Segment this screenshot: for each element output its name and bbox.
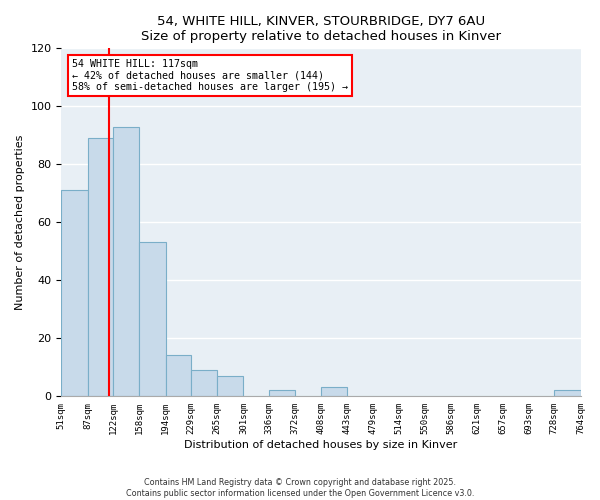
Text: Contains HM Land Registry data © Crown copyright and database right 2025.
Contai: Contains HM Land Registry data © Crown c… — [126, 478, 474, 498]
Bar — [322, 388, 347, 396]
Bar — [217, 376, 244, 396]
Bar — [269, 390, 295, 396]
Bar — [139, 242, 166, 396]
Bar — [554, 390, 581, 396]
Title: 54, WHITE HILL, KINVER, STOURBRIDGE, DY7 6AU
Size of property relative to detach: 54, WHITE HILL, KINVER, STOURBRIDGE, DY7… — [141, 15, 501, 43]
X-axis label: Distribution of detached houses by size in Kinver: Distribution of detached houses by size … — [184, 440, 458, 450]
Bar — [88, 138, 113, 396]
Bar — [191, 370, 217, 396]
Bar — [61, 190, 88, 396]
Bar — [113, 126, 139, 396]
Text: 54 WHITE HILL: 117sqm
← 42% of detached houses are smaller (144)
58% of semi-det: 54 WHITE HILL: 117sqm ← 42% of detached … — [72, 59, 348, 92]
Bar — [166, 356, 191, 396]
Y-axis label: Number of detached properties: Number of detached properties — [15, 134, 25, 310]
